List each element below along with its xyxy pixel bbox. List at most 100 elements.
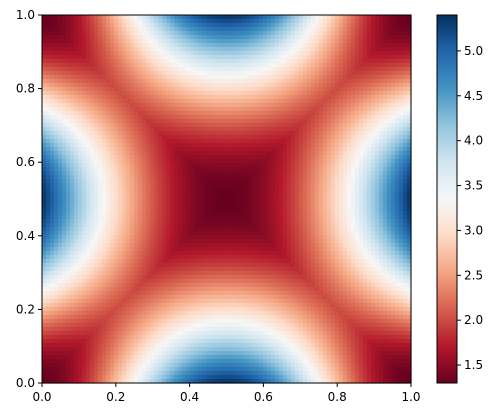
heatmap-cell: [370, 67, 376, 72]
heatmap-cell: [238, 87, 244, 92]
heatmap-cell: [170, 219, 175, 224]
heatmap-cell: [318, 155, 324, 160]
heatmap-cell: [270, 167, 276, 172]
heatmap-cell: [286, 215, 292, 220]
heatmap-cell: [246, 35, 252, 40]
heatmap-cell: [186, 127, 191, 132]
heatmap-cell: [170, 227, 175, 232]
heatmap-cell: [166, 211, 171, 216]
heatmap-cell: [58, 155, 63, 160]
heatmap-cell: [358, 31, 364, 36]
heatmap-cell: [402, 71, 408, 76]
heatmap-cell: [142, 95, 147, 100]
heatmap-cell: [342, 95, 348, 100]
heatmap-cell: [218, 183, 224, 188]
heatmap-cell: [234, 31, 240, 36]
heatmap-cell: [282, 79, 288, 84]
heatmap-cell: [86, 227, 91, 232]
heatmap-cell: [110, 115, 115, 120]
heatmap-cell: [98, 35, 103, 40]
heatmap-cell: [66, 87, 71, 92]
heatmap-cell: [78, 83, 83, 88]
heatmap-cell: [46, 227, 51, 232]
heatmap-cell: [382, 171, 388, 176]
heatmap-cell: [230, 111, 236, 116]
heatmap-cell: [42, 15, 47, 20]
heatmap-cell: [306, 51, 312, 56]
heatmap-cell: [62, 147, 67, 152]
heatmap-cell: [230, 159, 236, 164]
heatmap-cell: [254, 199, 260, 204]
heatmap-cell: [390, 167, 396, 172]
heatmap-cell: [230, 43, 236, 48]
heatmap-cell: [342, 127, 348, 132]
heatmap-cell: [402, 195, 408, 200]
heatmap-cell: [258, 127, 264, 132]
heatmap-cell: [378, 167, 384, 172]
heatmap-cell: [210, 19, 216, 24]
heatmap-cell: [354, 111, 360, 116]
heatmap-cell: [278, 87, 284, 92]
heatmap-cell: [190, 107, 196, 112]
heatmap-cell: [122, 191, 127, 196]
heatmap-cell: [70, 55, 75, 60]
heatmap-cell: [402, 31, 408, 36]
heatmap-cell: [318, 135, 324, 140]
heatmap-cell: [90, 207, 95, 212]
heatmap-cell: [346, 31, 352, 36]
heatmap-cell: [266, 227, 272, 232]
heatmap-cell: [382, 195, 388, 200]
heatmap-cell: [222, 19, 228, 24]
heatmap-cell: [370, 63, 376, 68]
heatmap-cell: [310, 219, 316, 224]
heatmap-cell: [250, 175, 256, 180]
heatmap-cell: [402, 23, 408, 28]
heatmap-cell: [318, 159, 324, 164]
heatmap-cell: [218, 91, 224, 96]
heatmap-cell: [334, 63, 340, 68]
heatmap-cell: [246, 127, 252, 132]
heatmap-cell: [274, 159, 280, 164]
heatmap-cell: [170, 223, 175, 228]
heatmap-cell: [338, 155, 344, 160]
heatmap-cell: [250, 159, 256, 164]
heatmap-cell: [186, 27, 191, 32]
heatmap-cell: [54, 23, 59, 28]
heatmap-cell: [78, 171, 83, 176]
heatmap-cell: [402, 147, 408, 152]
heatmap-cell: [246, 227, 252, 232]
heatmap-cell: [126, 67, 131, 72]
heatmap-cell: [258, 91, 264, 96]
heatmap-cell: [282, 163, 288, 168]
heatmap-cell: [330, 79, 336, 84]
heatmap-cell: [126, 95, 131, 100]
heatmap-cell: [318, 207, 324, 212]
heatmap-cell: [406, 23, 412, 28]
heatmap-cell: [166, 31, 171, 36]
heatmap-cell: [390, 107, 396, 112]
heatmap-cell: [266, 223, 272, 228]
heatmap-cell: [110, 79, 115, 84]
heatmap-cell: [86, 147, 91, 152]
heatmap-cell: [74, 63, 79, 68]
heatmap-cell: [390, 55, 396, 60]
heatmap-cell: [386, 191, 392, 196]
heatmap-cell: [278, 71, 284, 76]
heatmap-cell: [194, 39, 200, 44]
heatmap-cell: [298, 147, 304, 152]
heatmap-cell: [306, 63, 312, 68]
heatmap-cell: [294, 143, 300, 148]
heatmap-cell: [162, 227, 167, 232]
heatmap-cell: [74, 55, 79, 60]
heatmap-cell: [210, 131, 216, 136]
heatmap-cell: [338, 31, 344, 36]
heatmap-cell: [302, 203, 308, 208]
heatmap-cell: [50, 111, 55, 116]
heatmap-cell: [90, 211, 95, 216]
heatmap-cell: [90, 59, 95, 64]
heatmap-cell: [206, 79, 212, 84]
heatmap-cell: [90, 95, 95, 100]
heatmap-cell: [262, 179, 268, 184]
heatmap-cell: [174, 19, 179, 24]
heatmap-cell: [334, 215, 340, 220]
